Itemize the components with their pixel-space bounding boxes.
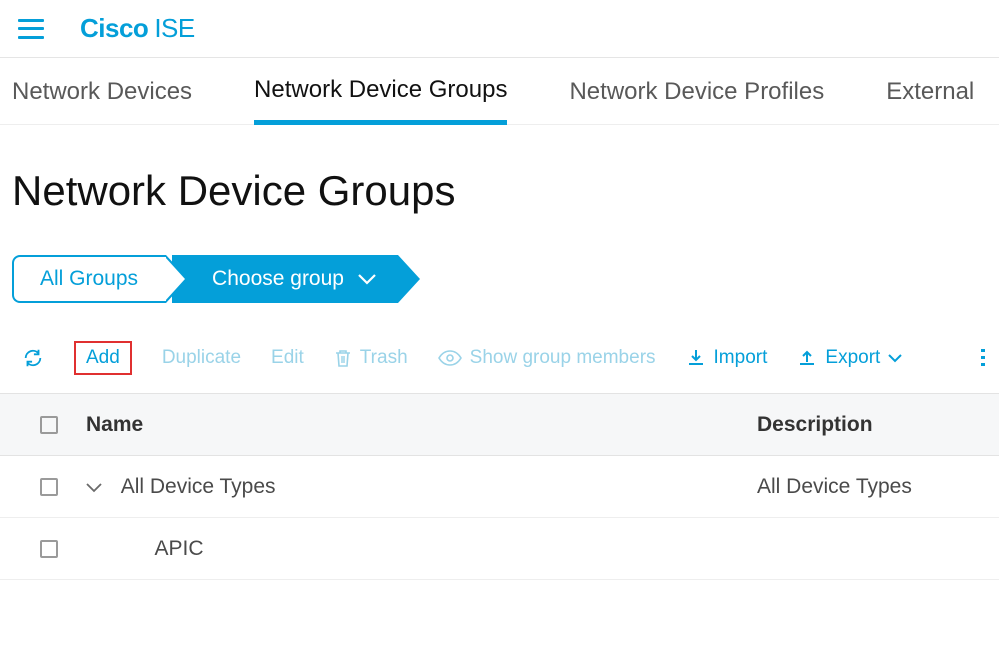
import-label: Import [714,347,768,369]
row-name: APIC [155,537,204,560]
show-members-button[interactable]: Show group members [438,347,656,369]
import-icon [686,348,706,368]
export-button[interactable]: Export [797,347,902,369]
eye-icon [438,350,462,366]
export-icon [797,348,817,368]
select-all-checkbox[interactable] [40,416,86,434]
chevron-down-icon [358,267,376,291]
add-button[interactable]: Add [74,341,132,375]
duplicate-label: Duplicate [162,347,241,369]
trash-icon [334,348,352,368]
trash-button[interactable]: Trash [334,347,408,369]
tab-network-devices[interactable]: Network Devices [12,78,192,122]
column-description[interactable]: Description [757,413,977,437]
refresh-icon[interactable] [22,347,44,369]
table-header: Name Description [0,394,999,456]
export-label: Export [825,347,880,369]
breadcrumb-choose-group-label: Choose group [212,267,344,291]
show-members-label: Show group members [470,347,656,369]
breadcrumb-choose-group[interactable]: Choose group [172,255,398,303]
menu-icon[interactable] [18,19,44,39]
tabs: Network Devices Network Device Groups Ne… [0,58,999,125]
row-checkbox[interactable] [40,478,86,496]
edit-button[interactable]: Edit [271,347,304,369]
table: Name Description All Device Types All De… [0,393,999,580]
breadcrumb: All Groups Choose group [0,215,999,263]
breadcrumb-all-groups[interactable]: All Groups [12,255,166,303]
table-row[interactable]: All Device Types All Device Types [0,456,999,518]
topbar: CiscoISE [0,0,999,58]
brand: CiscoISE [80,13,195,44]
row-name-cell: APIC [86,537,757,561]
row-checkbox[interactable] [40,540,86,558]
edit-label: Edit [271,347,304,369]
page-title: Network Device Groups [0,125,999,215]
row-name: All Device Types [121,475,276,498]
row-description: All Device Types [757,475,977,499]
row-name-cell: All Device Types [86,475,757,499]
tab-network-device-profiles[interactable]: Network Device Profiles [569,78,824,122]
table-row[interactable]: APIC [0,518,999,580]
brand-bold: Cisco [80,13,148,43]
column-name[interactable]: Name [86,413,757,437]
duplicate-button[interactable]: Duplicate [162,347,241,369]
breadcrumb-all-groups-label: All Groups [40,267,138,291]
tab-external[interactable]: External [886,78,974,122]
import-button[interactable]: Import [686,347,768,369]
tab-network-device-groups[interactable]: Network Device Groups [254,76,507,125]
more-icon[interactable] [979,347,987,369]
brand-light: ISE [154,13,194,43]
trash-label: Trash [360,347,408,369]
chevron-down-icon [888,347,902,369]
chevron-down-icon[interactable] [86,483,108,493]
add-label: Add [86,347,120,369]
